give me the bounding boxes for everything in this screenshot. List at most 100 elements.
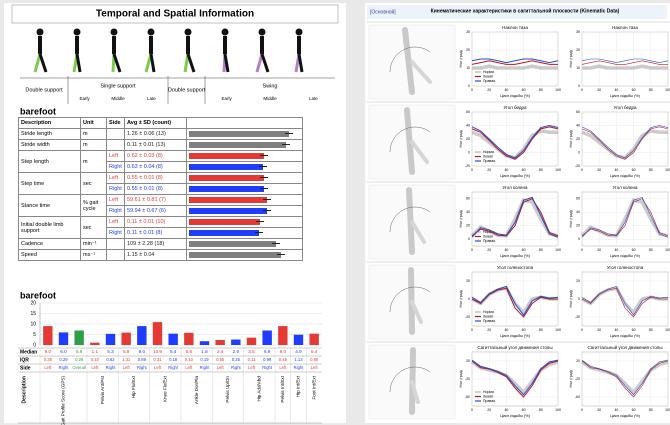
header-cell bbox=[186, 117, 303, 129]
figure-head bbox=[295, 28, 303, 36]
x-tick-label: 40 bbox=[504, 168, 508, 172]
header-cell: Unit bbox=[80, 117, 107, 129]
row-label: Side bbox=[20, 365, 31, 371]
side-cell bbox=[106, 249, 125, 261]
legend-label: Левая bbox=[483, 234, 493, 238]
series-line bbox=[580, 198, 669, 238]
y-tick-label: 0 bbox=[468, 237, 470, 241]
unit-cell: sec bbox=[80, 172, 107, 195]
figure-head bbox=[184, 28, 192, 36]
series-line bbox=[582, 64, 668, 70]
x-axis-label: Цикл ходьбы (%) bbox=[500, 94, 531, 98]
table-row: Speed ms⁻¹ 1.15 ± 0.04 bbox=[18, 249, 303, 261]
side-label: Right bbox=[294, 365, 305, 370]
angle-arc bbox=[389, 366, 431, 393]
median-label: 5.8 bbox=[186, 349, 193, 354]
stats-table: Description Unit Side Avg ± SD (count) Strid… bbox=[18, 117, 303, 261]
side-cell: Right bbox=[106, 161, 125, 173]
series-line bbox=[581, 360, 669, 396]
bone bbox=[410, 220, 426, 244]
unit-cell: sec bbox=[80, 216, 107, 239]
x-tick-label: 80 bbox=[649, 168, 653, 172]
error-whisker bbox=[271, 243, 280, 244]
bar-cell bbox=[186, 183, 303, 195]
side-label: Right bbox=[168, 365, 179, 370]
series-line bbox=[471, 359, 559, 396]
description-label: Pelvis Int/Ext bbox=[280, 375, 285, 402]
x-tick-label: 0 bbox=[581, 408, 583, 412]
iqr-label: 0.35 bbox=[44, 357, 53, 362]
bar-cell bbox=[186, 205, 303, 217]
side-label: Left bbox=[217, 365, 225, 370]
description-cell: Speed bbox=[18, 249, 81, 261]
y-tick-label: 40 bbox=[466, 123, 470, 127]
x-tick-label: 80 bbox=[649, 248, 653, 252]
side-label: Left bbox=[154, 365, 162, 370]
y-tick-label: 20 bbox=[466, 224, 470, 228]
bar-cell bbox=[186, 161, 303, 173]
angle-arc bbox=[389, 126, 431, 153]
chart-title: Угол бедра bbox=[503, 105, 527, 110]
iqr-label: 0.19 bbox=[200, 357, 209, 362]
iqr-label: 0.80 bbox=[310, 357, 319, 362]
error-whisker bbox=[260, 177, 269, 178]
y-tick-label: 20 bbox=[30, 300, 36, 306]
x-axis-label: Цикл ходьбы (%) bbox=[610, 414, 641, 418]
iqr-label: 1.13 bbox=[294, 357, 303, 362]
median-label: 9.0 bbox=[139, 349, 146, 354]
x-tick-label: 20 bbox=[487, 408, 491, 412]
description-label: Hip Add/Abd bbox=[257, 376, 262, 402]
side-label: Left bbox=[91, 365, 99, 370]
x-axis-label: Цикл ходьбы (%) bbox=[500, 414, 531, 418]
x-tick-label: 100 bbox=[555, 168, 561, 172]
error-whisker bbox=[277, 254, 286, 255]
side-label: Right bbox=[106, 365, 117, 370]
skeleton-figure bbox=[368, 184, 456, 260]
x-tick-label: 0 bbox=[581, 88, 583, 92]
x-tick-label: 0 bbox=[471, 248, 473, 252]
series-line bbox=[471, 58, 559, 64]
x-tick-label: 100 bbox=[665, 168, 670, 172]
value-bar bbox=[189, 252, 286, 258]
x-tick-label: 80 bbox=[539, 408, 543, 412]
title-box bbox=[11, 4, 339, 24]
y-tick-label: 20 bbox=[576, 359, 580, 363]
bar-cell bbox=[186, 238, 303, 250]
x-tick-label: 100 bbox=[665, 408, 670, 412]
skeleton-figure bbox=[368, 104, 456, 180]
skeleton-figure bbox=[368, 24, 456, 100]
value-bar bbox=[189, 164, 268, 170]
x-axis-label: Цикл ходьбы (%) bbox=[610, 254, 641, 258]
x-tick-label: 40 bbox=[614, 88, 618, 92]
bone bbox=[410, 300, 423, 324]
figure-head bbox=[258, 28, 266, 36]
value-bar bbox=[189, 230, 263, 236]
bar bbox=[231, 339, 241, 345]
y-tick-label: -20 bbox=[465, 315, 470, 319]
y-tick-label: 0 bbox=[468, 297, 470, 301]
legend-label: Норма bbox=[483, 150, 494, 154]
bone bbox=[410, 380, 420, 404]
description-label: Pelvis Ant/Pst bbox=[100, 375, 105, 404]
series-line bbox=[581, 197, 669, 238]
table-row: Stride width m 0.11 ± 0.01 (13) bbox=[18, 139, 303, 151]
header-cell: Description bbox=[18, 117, 81, 129]
x-tick-label: 80 bbox=[649, 88, 653, 92]
series-line bbox=[471, 360, 559, 398]
y-tick-label: -20 bbox=[465, 164, 470, 168]
bar bbox=[43, 326, 53, 345]
skeleton-figure bbox=[368, 264, 456, 340]
side-label: Left bbox=[311, 365, 319, 370]
x-tick-label: 60 bbox=[632, 88, 636, 92]
y-tick-label: 0 bbox=[578, 84, 580, 88]
x-tick-label: 0 bbox=[581, 248, 583, 252]
x-tick-label: 20 bbox=[487, 248, 491, 252]
side-cell bbox=[106, 139, 125, 151]
y-tick-label: 10 bbox=[576, 66, 580, 70]
bar-cell bbox=[186, 216, 303, 228]
x-tick-label: 0 bbox=[581, 168, 583, 172]
iqr-label: 1.31 bbox=[122, 357, 131, 362]
x-axis-label: Цикл ходьбы (%) bbox=[500, 174, 531, 178]
series-line bbox=[471, 196, 559, 238]
x-tick-label: 80 bbox=[539, 88, 543, 92]
